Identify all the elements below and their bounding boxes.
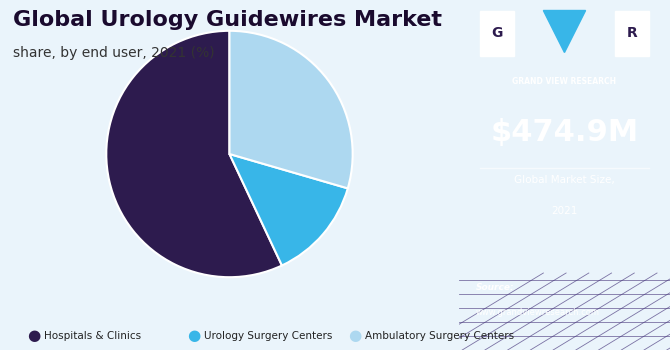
Text: Urology Surgery Centers: Urology Surgery Centers bbox=[204, 331, 333, 341]
Polygon shape bbox=[543, 10, 586, 52]
Wedge shape bbox=[229, 154, 348, 265]
Text: Global Market Size,: Global Market Size, bbox=[514, 175, 615, 185]
Text: G: G bbox=[491, 26, 502, 40]
Text: $474.9M: $474.9M bbox=[490, 119, 639, 147]
Text: R: R bbox=[626, 26, 637, 40]
Text: ●: ● bbox=[348, 329, 362, 343]
Wedge shape bbox=[107, 31, 282, 277]
Text: Global Urology Guidewires Market: Global Urology Guidewires Market bbox=[13, 10, 442, 30]
Text: Ambulatory Surgery Centers: Ambulatory Surgery Centers bbox=[365, 331, 515, 341]
Text: GRAND VIEW RESEARCH: GRAND VIEW RESEARCH bbox=[513, 77, 616, 86]
Text: Hospitals & Clinics: Hospitals & Clinics bbox=[44, 331, 141, 341]
Text: share, by end user, 2021 (%): share, by end user, 2021 (%) bbox=[13, 46, 215, 60]
Bar bbox=[480, 10, 514, 56]
Text: ●: ● bbox=[188, 329, 201, 343]
Text: 2021: 2021 bbox=[551, 206, 578, 217]
Wedge shape bbox=[229, 31, 352, 188]
Text: ●: ● bbox=[27, 329, 40, 343]
Text: www.grandviewresearch.com: www.grandviewresearch.com bbox=[476, 308, 600, 317]
Bar bbox=[615, 10, 649, 56]
Text: Source:: Source: bbox=[476, 284, 515, 293]
